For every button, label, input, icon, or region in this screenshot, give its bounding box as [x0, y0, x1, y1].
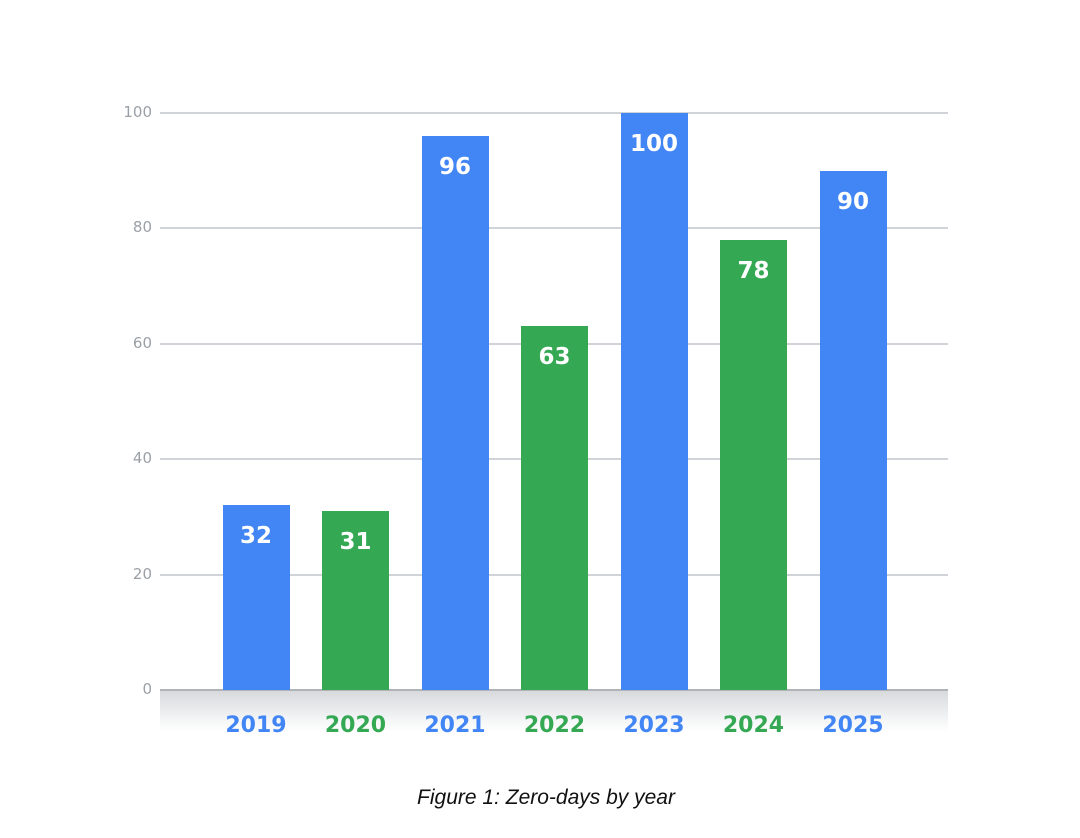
x-axis-baseline — [160, 689, 948, 691]
bar-value-label: 31 — [339, 529, 372, 556]
bar-2019: 32 — [222, 505, 290, 690]
bar-2025: 90 — [819, 170, 887, 690]
y-tick-label: 60 — [132, 333, 152, 352]
y-tick-label: 100 — [123, 103, 152, 121]
x-tick-label: 2023 — [623, 713, 685, 738]
x-tick-label: 2019 — [225, 713, 287, 738]
y-tick-label: 20 — [132, 564, 152, 583]
gridline — [160, 112, 948, 114]
y-tick-label: 80 — [132, 218, 152, 237]
bar-value-label: 78 — [737, 257, 770, 284]
bar-2023: 100 — [620, 113, 688, 690]
x-tick-label: 2021 — [424, 713, 486, 738]
bar-value-label: 96 — [438, 154, 471, 181]
bar-value-label: 90 — [836, 188, 869, 215]
y-tick-label: 0 — [142, 680, 152, 698]
x-tick-label: 2025 — [822, 713, 884, 738]
gridline — [160, 227, 948, 230]
y-tick-label: 40 — [132, 449, 152, 468]
bar-value-label: 32 — [239, 523, 272, 550]
x-axis-band — [160, 690, 948, 732]
bar-2022: 63 — [521, 326, 588, 690]
bar-value-label: 100 — [629, 131, 678, 157]
bar-2021: 96 — [421, 136, 489, 690]
figure-caption: Figure 1: Zero-days by year — [417, 786, 675, 809]
x-tick-label: 2024 — [722, 713, 785, 738]
x-tick-label: 2020 — [324, 713, 387, 738]
x-tick-label: 2022 — [523, 713, 586, 738]
bar-value-label: 63 — [538, 344, 571, 371]
bar-2020: 31 — [322, 511, 389, 690]
bar-2024: 78 — [720, 239, 787, 690]
